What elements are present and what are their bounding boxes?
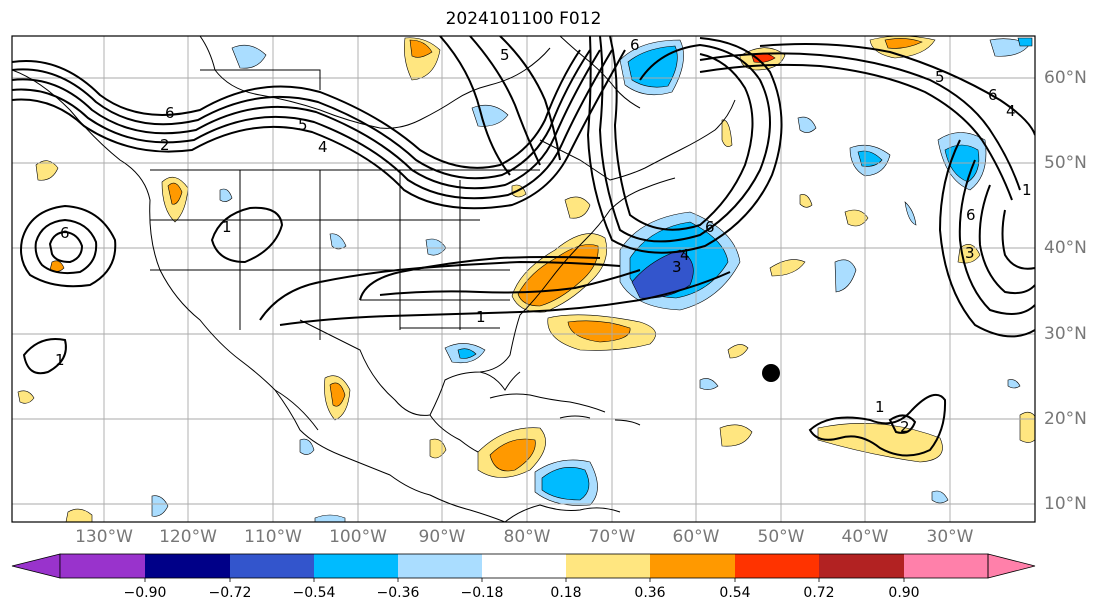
colorbar-extend-low (11, 553, 61, 579)
lon-label: 60°W (672, 527, 720, 547)
map-panel: 6 5 4 2 1 1 6 5 6 4 3 1 1 5 6 4 6 1 2 3 … (12, 36, 1035, 522)
contour-label: 5 (935, 68, 945, 86)
lat-lon-grid (12, 36, 1035, 522)
contour-label: 1 (55, 351, 65, 369)
map-title: 2024101100 F012 (445, 9, 602, 29)
positive-anomaly-great-lakes (564, 196, 591, 219)
contour-label: 6 (60, 224, 70, 242)
colorbar-tick-label: −0.36 (376, 585, 420, 601)
lon-label: 30°W (926, 527, 974, 547)
lon-label: 100°W (329, 527, 387, 547)
contour-label: 1 (222, 218, 232, 236)
contour-label: 6 (966, 206, 976, 224)
colorbar-segment (314, 554, 398, 578)
contour-label-group: 6 5 4 2 1 1 6 5 6 4 3 1 1 5 6 4 6 1 2 3 … (55, 36, 1032, 436)
contour-label: 4 (1006, 102, 1016, 120)
contour-label: 1 (875, 398, 885, 416)
lon-label: 70°W (588, 527, 636, 547)
contour-label: 4 (318, 138, 328, 156)
contour-label: 6 (705, 218, 715, 236)
colorbar-tick-label: 0.72 (803, 585, 835, 601)
colorbar-tick-label: −0.72 (208, 585, 252, 601)
colorbar-tick-label: 0.90 (888, 585, 920, 601)
lat-label: 20°N (1044, 409, 1087, 429)
colorbar-segment (819, 554, 904, 578)
lon-label: 90°W (418, 527, 466, 547)
colorbar-segment (566, 554, 650, 578)
map-frame (11, 35, 1036, 523)
colorbar-tick-label: 0.36 (634, 585, 666, 601)
colorbar-segment (230, 554, 314, 578)
colorbar-segment (735, 554, 819, 578)
location-marker (762, 364, 780, 382)
lon-label: 50°W (757, 527, 805, 547)
colorbar-segment (145, 554, 230, 578)
lon-label: 130°W (75, 527, 133, 547)
contour-label: 2 (160, 136, 170, 154)
colorbar-segment (650, 554, 735, 578)
contour-label: 1 (1022, 181, 1032, 199)
contour-label: 4 (680, 246, 690, 264)
lon-label: 110°W (244, 527, 302, 547)
positive-anomaly-east-atlantic (1019, 411, 1035, 443)
positive-anomaly-tropical-atlantic (817, 423, 943, 463)
lon-label: 80°W (503, 527, 551, 547)
colorbar-outline (59, 553, 989, 579)
contour-lines (12, 36, 1035, 457)
contour-label: 3 (965, 244, 975, 262)
colorbar-segment (904, 554, 988, 578)
colorbar-tick-label: −0.18 (460, 585, 504, 601)
contour-label: 5 (500, 46, 510, 64)
contour-label: 6 (630, 36, 640, 54)
colorbar-segment (60, 554, 145, 578)
contour-label: 6 (988, 86, 998, 104)
colorbar-segment (398, 554, 482, 578)
lat-label: 30°N (1044, 324, 1087, 344)
contour-label: 5 (298, 116, 308, 134)
colorbar-extend-high (987, 553, 1036, 579)
lon-label: 40°W (841, 527, 889, 547)
coastlines (12, 36, 736, 522)
contour-label: 3 (672, 258, 682, 276)
lat-label: 40°N (1044, 238, 1087, 258)
positive-anomaly-subtropical-atlantic-core (567, 320, 631, 343)
colorbar-tick-label: 0.54 (719, 585, 751, 601)
lat-label: 10°N (1044, 494, 1087, 514)
lon-label: 120°W (159, 527, 217, 547)
colorbar-tick-label: 0.18 (550, 585, 582, 601)
lat-label: 50°N (1044, 153, 1087, 173)
contour-label: 1 (476, 308, 486, 326)
colorbar (11, 553, 1036, 582)
colorbar-tick-label: −0.90 (123, 585, 167, 601)
colorbar-tick-label: −0.54 (292, 585, 336, 601)
positive-anomaly-pacific-small (35, 160, 59, 181)
negative-anomaly-western-atlantic-core (631, 249, 694, 299)
lat-label: 60°N (1044, 68, 1087, 88)
contour-label: 6 (165, 104, 175, 122)
colorbar-segment (482, 554, 566, 578)
contour-label: 2 (900, 418, 910, 436)
shaded-anomalies (17, 36, 1035, 522)
